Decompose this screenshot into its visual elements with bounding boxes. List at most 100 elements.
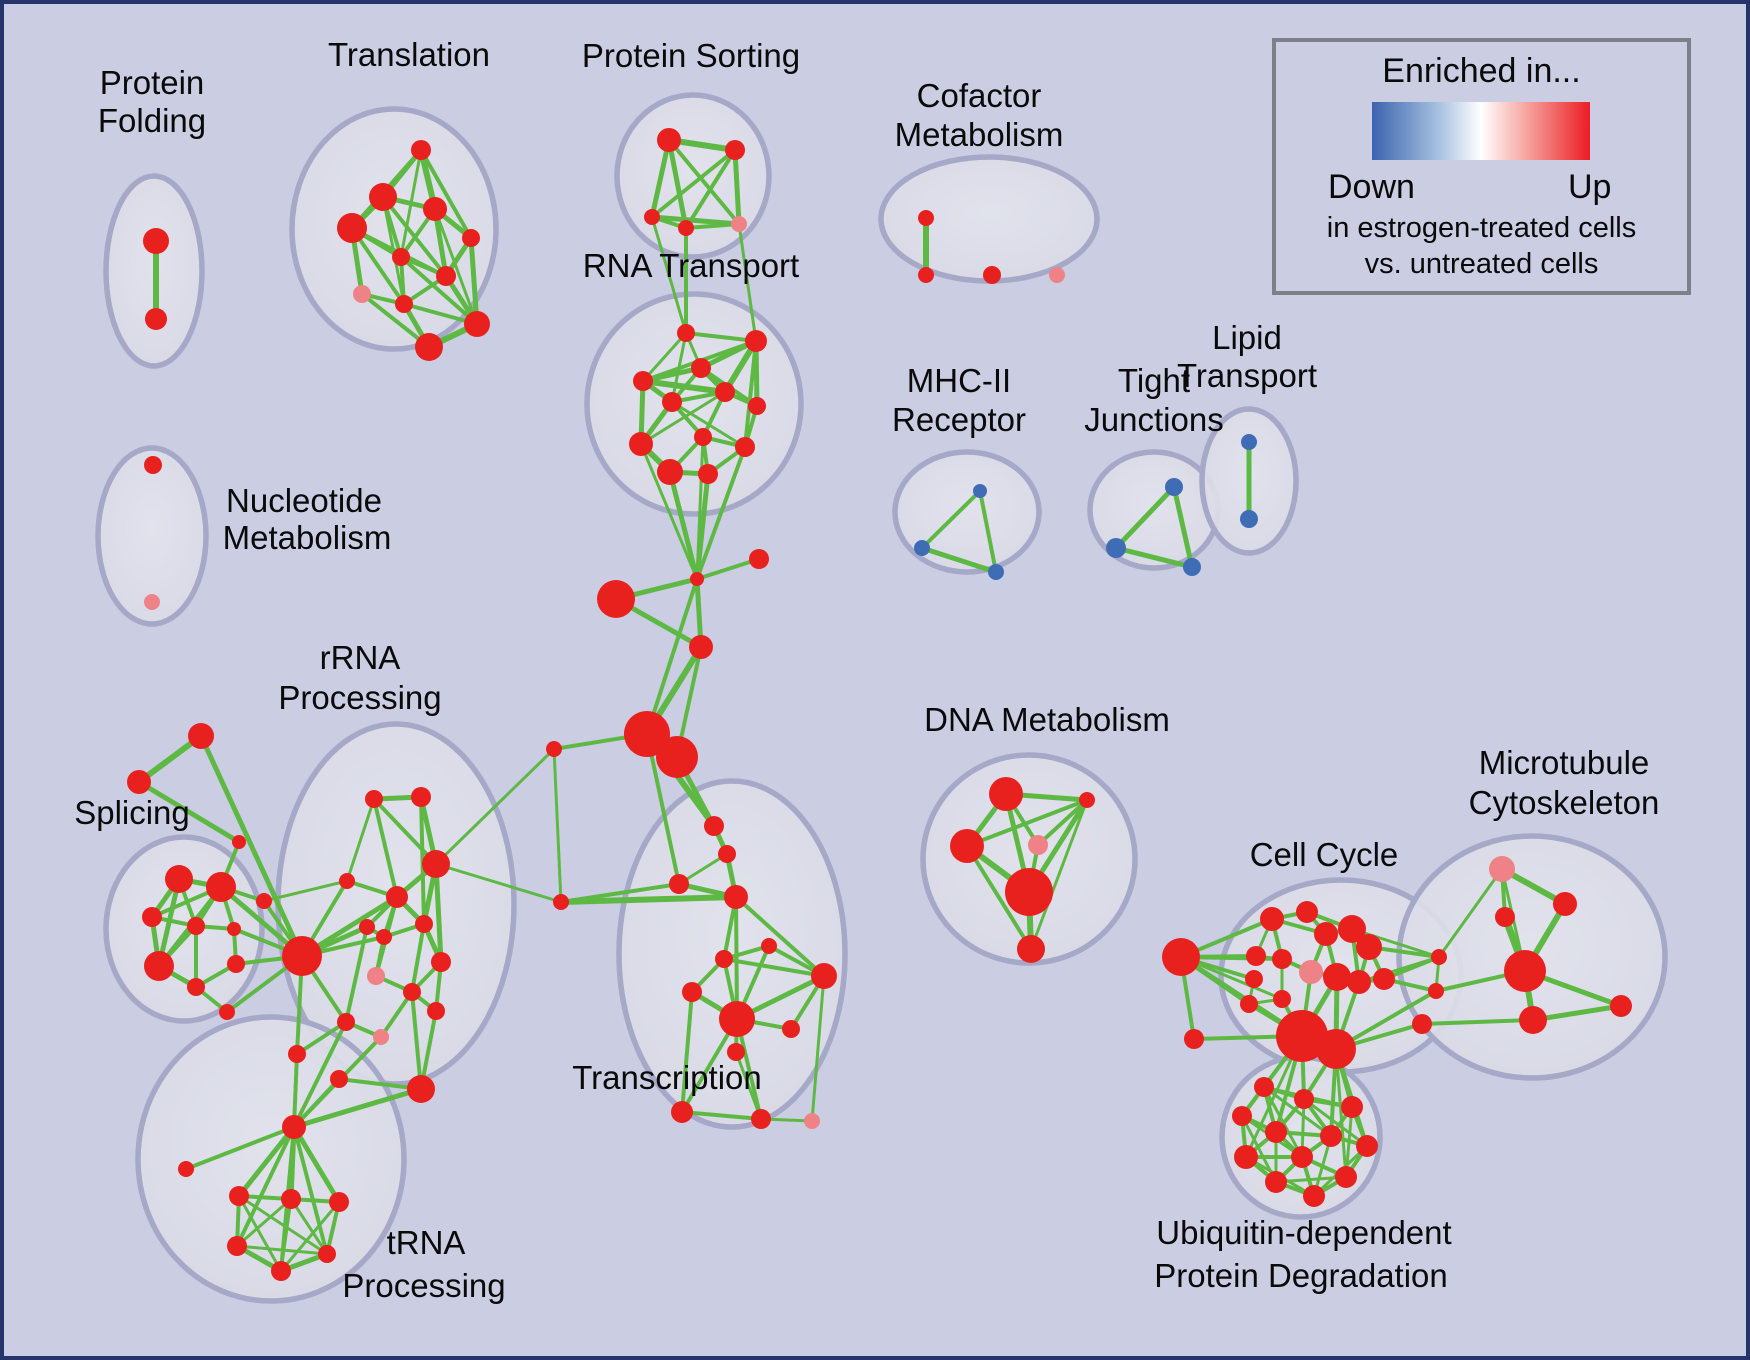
node-t8: [353, 285, 371, 303]
node-tn6: [318, 1245, 336, 1263]
node-d3: [950, 829, 984, 863]
edge-tx4-tx7: [734, 895, 826, 978]
node-ps1: [657, 128, 681, 152]
node-rt1: [677, 324, 695, 342]
node-txL: [553, 894, 569, 910]
edge-t5-t10: [468, 235, 480, 327]
cluster-splicing-label: Splicing: [74, 794, 190, 831]
node-rt6: [662, 392, 682, 412]
edge-tx8-tx11: [680, 990, 694, 1114]
edge-tri1-hub: [198, 733, 305, 959]
node-u10: [1265, 1171, 1287, 1193]
edge-hubA-tx3: [645, 732, 681, 886]
node-sp7: [227, 955, 245, 973]
edge-tn4-tn6: [235, 1244, 329, 1256]
node-tn4: [227, 1236, 247, 1256]
cluster-mhc-ii-receptor-label-line1: MHC-II: [907, 362, 1011, 399]
cluster-transcription-label: Transcription: [572, 1059, 762, 1096]
node-t10: [464, 311, 490, 337]
node-t4: [337, 213, 367, 243]
cluster-trna-processing-label-line1: tRNA: [387, 1224, 466, 1261]
cluster-cell-cycle-label: Cell Cycle: [1250, 836, 1399, 873]
node-m3: [988, 564, 1004, 580]
edge-ps2-ps5: [732, 147, 742, 227]
node-rt3: [691, 358, 711, 378]
node-r6: [376, 929, 392, 945]
cluster-cofactor-metabolism-label-line1: Cofactor: [917, 77, 1042, 114]
node-tx11: [671, 1101, 693, 1123]
node-u8: [1234, 1145, 1258, 1169]
node-t2: [369, 183, 397, 211]
node-u9: [1291, 1146, 1313, 1168]
node-u4: [1232, 1106, 1252, 1126]
edge-smallc-r8: [434, 747, 556, 866]
edge-txh-tx11: [680, 1017, 739, 1114]
node-u11: [1335, 1166, 1357, 1188]
node-t5: [462, 229, 480, 247]
node-d2: [1079, 792, 1095, 808]
edge-rt12-j1: [694, 471, 711, 582]
edge-tn_hub-tn4: [235, 1125, 296, 1248]
edge-ps1-ps4: [666, 137, 689, 231]
node-tx7: [811, 963, 837, 989]
edge-tn_hub-tn_lone: [184, 1125, 296, 1171]
node-t11: [415, 333, 443, 361]
edge-t4-t9: [350, 226, 406, 306]
node-sp8: [187, 978, 205, 996]
node-r5: [359, 919, 375, 935]
cluster-rrna-processing-label-line2: Processing: [278, 679, 441, 716]
cluster-nucleotide-metabolism-ellipse: [95, 445, 209, 627]
cluster-nucleotide-metabolism-label-line1: Nucleotide: [226, 482, 382, 519]
edge-tri2-tri3: [136, 779, 242, 845]
node-pf2: [145, 308, 167, 330]
node-cc4: [1356, 934, 1382, 960]
node-r14: [373, 1029, 389, 1045]
node-lt2: [1240, 510, 1258, 528]
edge-d2-d4: [1036, 798, 1089, 847]
node-tn_lone: [178, 1161, 194, 1177]
node-r11: [403, 983, 421, 1001]
legend-caption-line2: vs. untreated cells: [1364, 248, 1599, 280]
node-tx9: [782, 1020, 800, 1038]
edge-rt9-j1: [639, 442, 699, 581]
cluster-protein-sorting-ellipse: [614, 92, 772, 260]
edge-tn2-tn5: [279, 1197, 293, 1273]
edge-tn2-tn6: [289, 1197, 329, 1256]
node-rt8: [694, 428, 712, 446]
node-tj3: [1183, 558, 1201, 576]
cluster-rna-transport-label: RNA Transport: [583, 247, 799, 284]
legend-caption-line1: in estrogen-treated cells: [1326, 212, 1637, 244]
edge-txL-tx3: [559, 882, 681, 904]
node-m1: [973, 484, 987, 498]
node-ps4: [678, 220, 694, 236]
edge-txL-r8: [434, 862, 563, 904]
node-cc15: [1184, 1029, 1204, 1049]
edge-tj2-tj3: [1113, 545, 1195, 570]
edge-r7-r11: [410, 922, 426, 994]
node-cc7: [1272, 949, 1292, 969]
edge-d2-d3: [965, 798, 1089, 848]
node-tn_hub: [282, 1115, 306, 1139]
edge-txL-tx4: [558, 894, 739, 905]
node-tn1: [229, 1186, 249, 1206]
edge-t1-t5: [419, 148, 473, 240]
edge-m2-m3: [919, 545, 999, 575]
node-u3: [1341, 1096, 1363, 1118]
node-tri3: [232, 835, 246, 849]
node-tri2: [127, 770, 151, 794]
edge-u2-u7: [1302, 1097, 1369, 1148]
node-lt1: [1241, 434, 1257, 450]
node-cc3: [1338, 915, 1366, 943]
edge-tn_hub-tn1: [236, 1124, 297, 1199]
node-sp9: [219, 1004, 235, 1020]
node-hub1: [1276, 1010, 1328, 1062]
node-m2: [914, 540, 930, 556]
node-cc6: [1246, 946, 1266, 966]
node-sp5: [227, 922, 241, 936]
edge-tn_hub-tn9: [291, 1086, 424, 1130]
edge-rt10-j1: [695, 445, 747, 581]
node-cc11: [1373, 968, 1395, 990]
node-tn3: [329, 1192, 349, 1212]
edge-r8-r9: [433, 861, 444, 965]
